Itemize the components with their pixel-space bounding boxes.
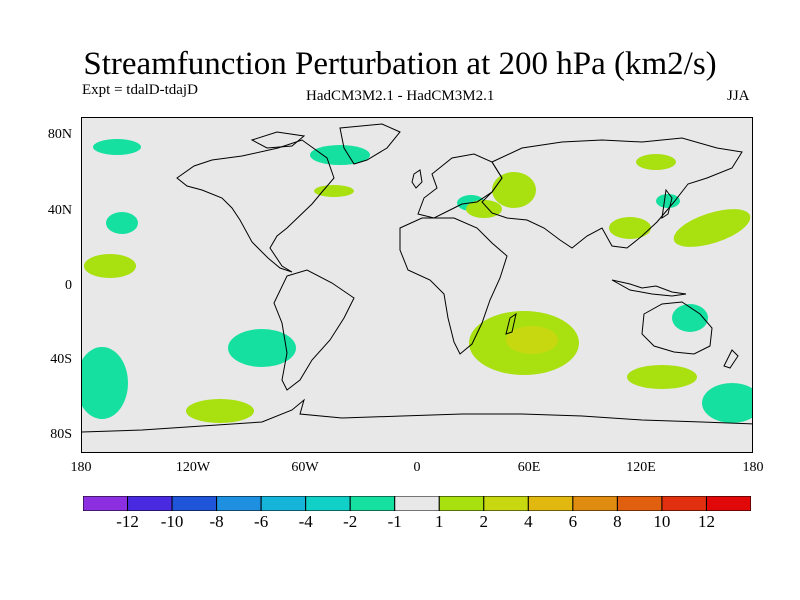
pos-region-russia [492, 172, 536, 208]
coast-japan [661, 188, 673, 220]
lat-label-eq: 0 [65, 278, 72, 293]
colorbar-swatch [349, 496, 396, 511]
lon-label-0: 0 [413, 460, 421, 475]
lat-label-40n: 40N [47, 203, 72, 218]
lat-label-80s: 80S [50, 427, 72, 442]
lon-label-180w: 180 [70, 460, 92, 475]
colorbar-label: -12 [116, 512, 139, 531]
colorbar-label: 8 [613, 512, 622, 531]
colorbar-swatch [171, 496, 218, 511]
plot-title: Streamfunction Perturbation at 200 hPa (… [83, 46, 717, 82]
colorbar-swatch [394, 496, 440, 511]
season-label: JJA [727, 88, 750, 104]
colorbar-label: 4 [524, 512, 533, 531]
colorbar-label: 10 [653, 512, 671, 531]
colorbar-swatch [305, 496, 351, 511]
colorbar-label: -1 [387, 512, 402, 531]
coast-africa [399, 217, 508, 355]
lon-label-60w: 60W [291, 460, 319, 475]
colorbar-label: -6 [254, 512, 269, 531]
colorbar-swatch [705, 496, 751, 511]
colorbar [83, 496, 751, 511]
strong-positive-region [506, 326, 558, 354]
pos-region-hawaii [84, 254, 136, 278]
lon-label-60e: 60E [517, 460, 541, 475]
neg-region-greenland [310, 145, 370, 165]
colorbar-swatch [83, 496, 129, 511]
colorbar-swatch [661, 496, 707, 511]
colorbar-swatch [483, 496, 529, 511]
neg-region-spacific [228, 329, 296, 367]
coast-indonesia [611, 279, 687, 297]
pos-region-siberia [636, 154, 676, 170]
lon-label-120e: 120E [626, 460, 656, 475]
ocean-background [82, 118, 752, 452]
colorbar-swatch [216, 496, 262, 511]
colorbar-label: 12 [697, 512, 715, 531]
colorbar-swatches [83, 496, 751, 511]
neg-region-sw-pacific [82, 347, 128, 419]
neg-region-japan [656, 194, 680, 208]
coast-asia [481, 137, 743, 249]
negative-anomaly-regions [82, 139, 752, 423]
coast-greenland [339, 123, 401, 165]
colorbar-swatch [260, 496, 307, 511]
colorbar-label: 2 [479, 512, 489, 531]
coastlines [82, 123, 752, 433]
coast-madagascar [505, 312, 517, 335]
lat-label-80n: 80N [47, 127, 72, 142]
colorbar-label: 6 [568, 512, 578, 531]
neg-region-south-ocean [702, 383, 752, 423]
colorbar-swatch [616, 496, 663, 511]
pos-region-china [609, 217, 651, 239]
coast-new-zealand [723, 349, 739, 369]
colorbar-swatch [438, 496, 485, 511]
coast-north-america [176, 139, 335, 273]
pos-region-s-indian [627, 365, 697, 389]
coast-antarctica [82, 398, 752, 433]
pos2-region-indian-ocean [506, 326, 558, 354]
coast-uk [411, 169, 423, 189]
coast-australia [641, 301, 713, 355]
lat-label-40s: 40S [50, 352, 72, 367]
colorbar-label: 1 [435, 512, 444, 531]
map-panel [81, 117, 753, 453]
pos-region-npacific-east [673, 209, 751, 247]
world-map [82, 118, 752, 452]
coast-south-america [273, 269, 355, 391]
neg-region-bering [93, 139, 141, 155]
neg-region-npacific [106, 212, 138, 234]
colorbar-label: -8 [209, 512, 224, 531]
pos-region-sepacific [186, 399, 254, 423]
experiment-label: Expt = tdalD-tdajD [82, 82, 198, 98]
colorbar-label: -4 [298, 512, 313, 531]
colorbar-label: -2 [343, 512, 358, 531]
model-label: HadCM3M2.1 - HadCM3M2.1 [306, 88, 495, 104]
lon-label-120w: 120W [175, 460, 211, 475]
colorbar-swatch [572, 496, 618, 511]
coast-arctic-islands [250, 131, 306, 149]
pos-region-natlantic [314, 185, 354, 197]
colorbar-swatch [527, 496, 574, 511]
colorbar-label: -10 [160, 512, 184, 531]
lon-label-180e: 180 [742, 460, 764, 475]
neg-region-australia [672, 304, 708, 332]
colorbar-swatch [127, 496, 173, 511]
